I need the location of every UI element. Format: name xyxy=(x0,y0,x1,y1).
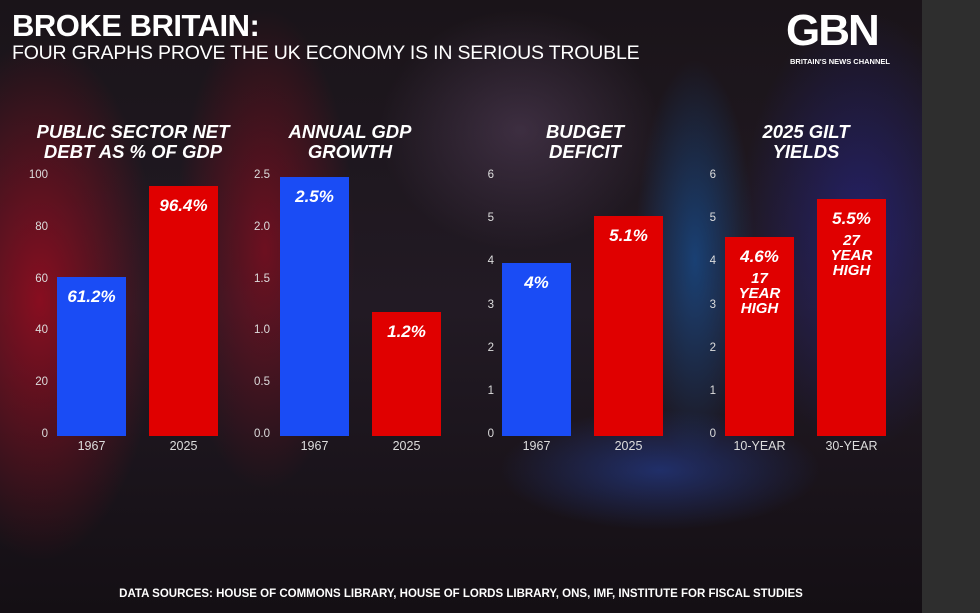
y-tick-label: 0 xyxy=(709,428,716,440)
bar-annotation: 27 YEAR HIGH xyxy=(830,231,873,279)
y-tick-label: 40 xyxy=(35,324,48,337)
x-category-label: 2025 xyxy=(614,439,643,453)
bar-value-label: 5.1% xyxy=(609,225,648,245)
gbn-logo: GBN xyxy=(786,6,880,55)
y-tick-label: 3 xyxy=(709,298,716,311)
x-category-label: 2025 xyxy=(169,439,198,453)
bar-annotation: 17 YEAR HIGH xyxy=(738,270,781,318)
x-category-label: 1967 xyxy=(300,439,329,453)
y-tick-label: 0 xyxy=(487,428,494,440)
chart-title: PUBLIC SECTOR NET DEBT AS % OF GDP xyxy=(36,121,230,162)
y-tick-label: 0 xyxy=(41,428,48,440)
x-category-label: 1967 xyxy=(522,439,551,453)
bar-1967 xyxy=(280,177,349,436)
y-tick-label: 0.0 xyxy=(254,428,270,440)
chart-title: 2025 GILT YIELDS xyxy=(762,121,850,162)
bar-value-label: 1.2% xyxy=(387,321,426,341)
infographic-panel: BROKE BRITAIN: FOUR GRAPHS PROVE THE UK … xyxy=(0,0,922,613)
bar-1967 xyxy=(502,263,571,436)
x-category-label: 2025 xyxy=(392,439,421,453)
bar-value-label: 2.5% xyxy=(295,187,334,206)
x-category-label: 1967 xyxy=(77,439,106,453)
y-tick-label: 1 xyxy=(709,384,716,397)
chart-title: ANNUAL GDP GROWTH xyxy=(288,121,412,162)
bar-10-year xyxy=(725,237,794,436)
bar-2025 xyxy=(594,215,663,436)
y-tick-label: 1 xyxy=(487,384,494,397)
y-tick-label: 0.5 xyxy=(254,376,270,389)
bar-2025 xyxy=(149,186,218,436)
y-tick-label: 2.0 xyxy=(254,220,270,233)
y-tick-label: 1.5 xyxy=(254,272,270,285)
headline: BROKE BRITAIN: xyxy=(12,8,260,43)
y-tick-label: 80 xyxy=(35,220,48,233)
bar-value-label: 4% xyxy=(524,273,549,293)
logo-tagline: BRITAIN'S NEWS CHANNEL xyxy=(790,57,890,66)
y-tick-label: 2 xyxy=(709,341,716,354)
bar-1967 xyxy=(57,277,126,436)
y-tick-label: 6 xyxy=(487,169,494,181)
y-tick-label: 20 xyxy=(35,376,48,389)
y-tick-label: 2.5 xyxy=(254,169,270,181)
subheadline: FOUR GRAPHS PROVE THE UK ECONOMY IS IN S… xyxy=(12,42,640,64)
y-tick-label: 4 xyxy=(709,255,716,268)
chart-title: BUDGET DEFICIT xyxy=(545,121,625,162)
y-tick-label: 1.0 xyxy=(254,324,270,337)
bar-value-label: 5.5% xyxy=(832,208,871,228)
y-tick-label: 5 xyxy=(709,212,716,225)
x-category-label: 10-YEAR xyxy=(733,439,786,453)
y-tick-label: 4 xyxy=(487,255,494,268)
bar-30-year xyxy=(817,198,886,436)
y-tick-label: 2 xyxy=(487,341,494,354)
bar-2025 xyxy=(372,311,441,436)
y-tick-label: 3 xyxy=(487,298,494,311)
bar-value-label: 61.2% xyxy=(67,287,116,307)
bar-value-label: 4.6% xyxy=(740,247,779,267)
data-sources: DATA SOURCES: HOUSE OF COMMONS LIBRARY, … xyxy=(119,588,803,600)
x-category-label: 30-YEAR xyxy=(825,439,878,453)
y-tick-label: 5 xyxy=(487,212,494,225)
y-tick-label: 100 xyxy=(28,169,48,181)
y-tick-label: 6 xyxy=(709,169,716,181)
bar-value-label: 96.4% xyxy=(159,196,208,216)
y-tick-label: 60 xyxy=(35,272,48,285)
